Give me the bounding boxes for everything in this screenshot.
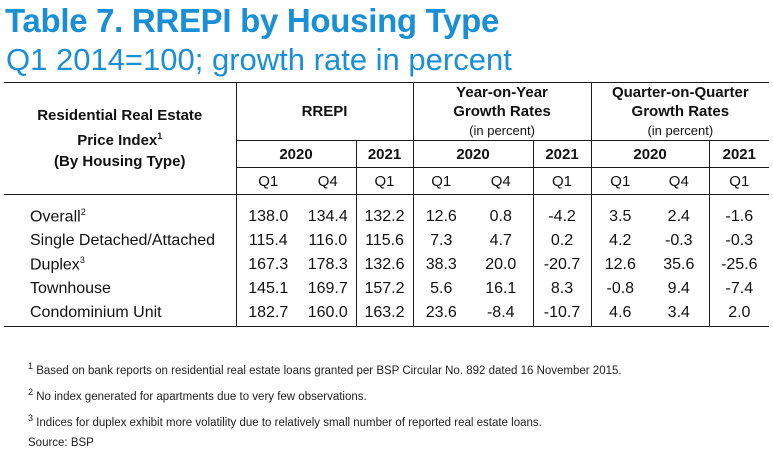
row-label: Townhouse — [30, 279, 111, 297]
cell: 138.0 — [235, 204, 300, 229]
quarter-header: Q4 — [490, 172, 511, 190]
table-row: Single Detached/Attached 115.4 116.0 115… — [4, 228, 770, 253]
row-label: Duplex3 — [30, 254, 85, 274]
table-row: Townhouse 145.1 169.7 157.2 5.6 16.1 8.3… — [4, 276, 770, 301]
cell: -0.3 — [665, 231, 693, 249]
year-header: 2020 — [412, 140, 534, 168]
cell: 3.4 — [667, 304, 690, 322]
cell: -1.6 — [708, 204, 770, 229]
quarter-header: Q1 — [235, 167, 300, 195]
footnote-marker: 1 — [157, 131, 163, 141]
table-row: Overall2 138.0 134.4 132.2 12.6 0.8 -4.2… — [4, 204, 770, 229]
cell: 0.8 — [489, 207, 512, 225]
footnote-marker: 2 — [80, 206, 86, 217]
cell: 2.0 — [708, 300, 770, 327]
year-header: 2021 — [355, 140, 414, 168]
cell: 163.2 — [355, 300, 414, 327]
quarter-header: Q1 — [590, 167, 650, 195]
cell: 134.4 — [307, 207, 348, 225]
cell: 9.4 — [667, 279, 690, 297]
footnote: 1 Based on bank reports on residential r… — [28, 361, 622, 377]
cell: 182.7 — [235, 300, 300, 327]
table-title: Table 7. RREPI by Housing Type — [5, 2, 500, 39]
rrepi-header: RREPI — [235, 82, 414, 141]
quarter-header: Q1 — [412, 167, 470, 195]
quarter-header: Q1 — [355, 167, 414, 195]
cell: 115.4 — [235, 228, 300, 253]
cell: 8.3 — [532, 276, 592, 301]
quarter-header: Q1 — [532, 167, 592, 195]
cell: 12.6 — [590, 252, 650, 277]
cell: 169.7 — [307, 279, 348, 297]
quarter-header: Q1 — [708, 167, 770, 195]
row-header-label: Residential Real Estate Price Index1 (By… — [37, 107, 203, 170]
yoy-header: Year-on-Year Growth Rates (in percent) — [412, 82, 592, 141]
footnote: 3 Indices for duplex exhibit more volati… — [28, 412, 542, 429]
cell: 12.6 — [412, 204, 470, 229]
row-label: Overall2 — [30, 206, 86, 226]
cell: 160.0 — [307, 304, 348, 322]
cell: -25.6 — [708, 252, 770, 277]
cell: 5.6 — [412, 276, 470, 301]
cell: 132.2 — [355, 204, 414, 229]
year-header: 2020 — [590, 140, 710, 168]
cell: 4.2 — [590, 228, 650, 253]
quarter-header: Q4 — [668, 172, 689, 190]
cell: -4.2 — [532, 204, 592, 229]
row-label: Condominium Unit — [30, 304, 162, 322]
table-row: Duplex3 167.3 178.3 132.6 38.3 20.0 -20.… — [4, 252, 770, 277]
table-subtitle: Q1 2014=100; growth rate in percent — [6, 42, 512, 77]
cell: 115.6 — [355, 228, 414, 253]
rrepi-table: Residential Real Estate Price Index1 (By… — [4, 82, 770, 327]
cell: 178.3 — [307, 255, 348, 273]
year-header: 2021 — [708, 140, 770, 168]
cell: -0.3 — [708, 228, 770, 253]
cell: 20.0 — [485, 255, 517, 273]
cell: 116.0 — [308, 231, 348, 249]
year-header: 2021 — [532, 140, 592, 168]
cell: 3.5 — [590, 204, 650, 229]
cell: -20.7 — [532, 252, 592, 277]
cell: 4.6 — [590, 300, 650, 327]
cell: 0.2 — [532, 228, 592, 253]
cell: 4.7 — [489, 231, 512, 249]
cell: 7.3 — [412, 228, 470, 253]
cell: 16.1 — [485, 279, 517, 297]
cell: 2.4 — [667, 207, 690, 225]
cell: -10.7 — [532, 300, 592, 327]
cell: -0.8 — [590, 276, 650, 301]
cell: -7.4 — [708, 276, 770, 301]
row-label: Single Detached/Attached — [30, 231, 216, 249]
footnote: 2 No index generated for apartments due … — [28, 386, 367, 403]
cell: 145.1 — [235, 276, 300, 301]
year-header: 2020 — [235, 140, 356, 168]
footnotes: 1 Based on bank reports on residential r… — [28, 356, 622, 454]
cell: 157.2 — [355, 276, 414, 301]
footnote-marker: 3 — [79, 254, 85, 265]
cell: 23.6 — [412, 300, 470, 327]
cell: 132.6 — [355, 252, 414, 277]
cell: -8.4 — [486, 304, 515, 322]
cell: 35.6 — [663, 255, 695, 273]
cell: 167.3 — [235, 252, 300, 277]
source-note: Source: BSP — [28, 437, 94, 450]
qoq-header: Quarter-on-Quarter Growth Rates (in perc… — [590, 82, 770, 141]
cell: 38.3 — [412, 252, 470, 277]
quarter-header: Q4 — [317, 172, 338, 190]
table-row: Condominium Unit 182.7 160.0 163.2 23.6 … — [4, 300, 770, 327]
